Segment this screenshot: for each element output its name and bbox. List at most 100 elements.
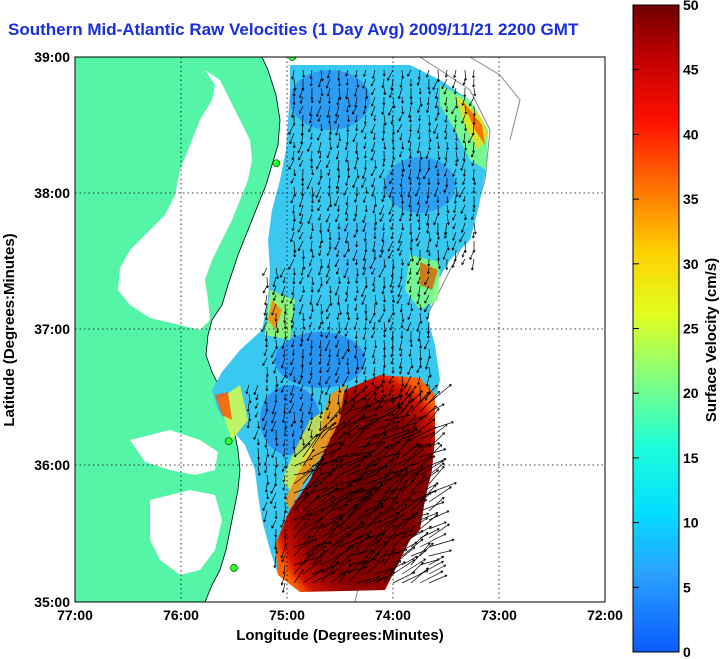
velocity-arrow: [407, 393, 412, 404]
velocity-arrow: [337, 222, 341, 230]
velocity-arrow: [342, 375, 349, 387]
velocity-arrow: [346, 276, 350, 285]
velocity-arrow: [381, 231, 385, 243]
velocity-arrow: [372, 276, 376, 287]
velocity-arrow: [365, 502, 384, 512]
velocity-arrow: [407, 105, 412, 119]
velocity-arrow: [299, 429, 304, 440]
velocity-arrow: [445, 141, 449, 151]
velocity-arrow: [428, 538, 455, 548]
velocity-arrow: [382, 357, 386, 368]
velocity-arrow: [409, 78, 413, 87]
velocity-arrow: [453, 69, 457, 79]
velocity-arrow: [434, 87, 439, 99]
velocity-arrow: [428, 444, 443, 458]
velocity-arrow: [272, 357, 277, 365]
station-marker: [224, 437, 233, 446]
velocity-arrow: [291, 222, 295, 231]
velocity-arrow: [343, 186, 349, 196]
colorbar-tick-label: 30: [683, 256, 699, 272]
velocity-arrow: [273, 501, 277, 509]
velocity-arrow: [354, 195, 358, 203]
velocity-arrow: [356, 487, 376, 512]
velocity-arrow: [443, 186, 448, 193]
velocity-arrow: [310, 393, 314, 402]
velocity-arrow: [318, 339, 322, 349]
velocity-arrow: [425, 150, 430, 159]
velocity-arrow: [326, 87, 331, 97]
velocity-arrow: [311, 486, 328, 494]
velocity-arrow: [383, 561, 406, 575]
velocity-arrow: [344, 141, 349, 151]
velocity-arrow: [302, 543, 321, 566]
velocity-arrow: [382, 294, 386, 303]
velocity-arrow: [345, 87, 349, 100]
velocity-arrow: [288, 402, 295, 414]
velocity-arrow: [365, 474, 389, 485]
velocity-arrow: [401, 222, 405, 231]
velocity-arrow: [470, 150, 475, 158]
velocity-arrow: [254, 402, 259, 409]
velocity-arrow: [371, 267, 376, 275]
velocity-arrow: [409, 240, 413, 251]
velocity-arrow: [383, 549, 395, 566]
velocity-arrow: [344, 204, 349, 215]
velocity-arrow: [346, 123, 350, 133]
velocity-arrow: [297, 222, 304, 233]
velocity-arrow: [437, 258, 441, 270]
velocity-arrow: [320, 523, 340, 548]
velocity-arrow: [379, 213, 385, 222]
velocity-arrow: [445, 177, 449, 188]
velocity-arrow: [320, 384, 324, 394]
velocity-arrow: [335, 123, 340, 136]
velocity-arrow: [316, 294, 322, 306]
velocity-arrow: [397, 285, 403, 298]
velocity-arrow: [472, 204, 476, 213]
velocity-arrow: [320, 441, 343, 449]
velocity-arrow: [419, 501, 445, 512]
velocity-arrow: [275, 339, 279, 350]
velocity-arrow: [292, 96, 296, 105]
velocity-arrow: [347, 454, 373, 467]
velocity-arrow: [374, 446, 389, 458]
velocity-arrow: [379, 249, 385, 258]
velocity-arrow: [460, 159, 466, 171]
velocity-arrow: [293, 457, 313, 467]
velocity-arrow: [434, 159, 439, 169]
velocity-arrow: [365, 558, 385, 575]
velocity-arrow: [451, 78, 457, 89]
velocity-arrow: [293, 442, 311, 458]
velocity-arrow: [371, 96, 376, 107]
velocity-arrow: [337, 231, 341, 241]
velocity-arrow: [337, 276, 341, 285]
velocity-arrow: [416, 267, 421, 275]
velocity-arrow: [334, 285, 340, 296]
velocity-arrow: [374, 532, 385, 548]
velocity-arrow: [417, 213, 421, 223]
velocity-arrow: [309, 294, 313, 305]
velocity-arrow: [401, 204, 405, 216]
velocity-arrow: [392, 541, 418, 557]
velocity-arrow: [472, 69, 476, 79]
velocity-arrow: [311, 474, 332, 485]
velocity-arrow: [407, 69, 412, 77]
velocity-arrow: [374, 486, 391, 512]
velocity-arrow: [317, 78, 322, 88]
velocity-arrow: [437, 150, 441, 161]
velocity-arrow: [416, 321, 421, 332]
velocity-arrow: [409, 96, 413, 105]
velocity-arrow: [302, 495, 320, 512]
velocity-arrow: [400, 330, 404, 339]
velocity-arrow: [302, 472, 324, 494]
velocity-arrow: [293, 553, 311, 575]
velocity-arrow: [397, 276, 403, 288]
velocity-arrow: [416, 123, 421, 134]
velocity-arrow: [325, 78, 331, 89]
velocity-arrow: [337, 78, 341, 87]
velocity-arrow: [388, 186, 394, 198]
y-tick-label: 39:00: [34, 49, 70, 65]
x-tick-label: 75:00: [269, 607, 305, 623]
velocity-arrow: [353, 231, 358, 238]
velocity-arrow: [356, 575, 381, 584]
velocity-arrow: [272, 276, 277, 288]
